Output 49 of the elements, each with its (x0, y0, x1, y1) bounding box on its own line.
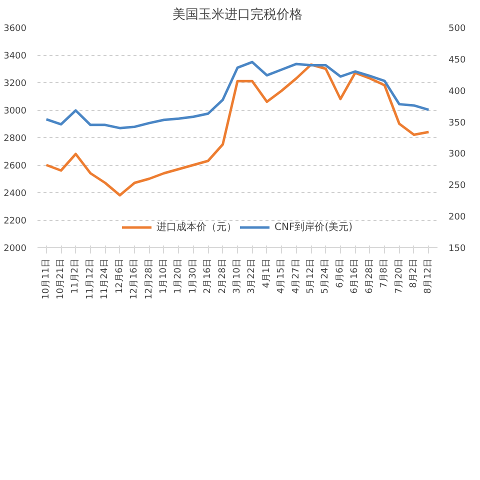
x-tick-label: 7月8日 (380, 258, 390, 288)
line-series (45, 63, 430, 196)
x-tick-label: 3月22日 (247, 258, 258, 294)
x-tick-label: 11月2日 (70, 258, 81, 294)
legend-label: 进口成本价（元） (156, 220, 236, 234)
y-tick-label: 2000 (4, 244, 27, 254)
x-tick-label: 1月30日 (188, 258, 198, 294)
y2-tick-label: 350 (448, 118, 466, 128)
x-tick-label: 11月12日 (85, 258, 96, 300)
x-tick-label: 2月28日 (218, 258, 228, 294)
x-tick-label: 4月27日 (291, 258, 302, 294)
y-tick-label: 2600 (4, 162, 27, 172)
x-tick-label: 12月28日 (144, 258, 154, 300)
x-tick-label: 3月10日 (232, 258, 242, 294)
x-tick-label: 5月12日 (306, 258, 316, 294)
y2-tick-label: 500 (448, 24, 466, 34)
x-tick-label: 5月24日 (320, 258, 331, 294)
y2-tick-label: 400 (448, 86, 466, 97)
y-tick-label: 3200 (4, 79, 27, 89)
y2-tick-label: 450 (448, 55, 466, 66)
x-tick-label: 12月6日 (114, 258, 125, 294)
x-tick-label: 6月16日 (350, 258, 360, 294)
y2-tick-label: 300 (448, 150, 466, 160)
x-tick-label: 6月6日 (335, 258, 346, 288)
x-tick-label: 2月16日 (203, 258, 214, 294)
x-tick-label: 1月10日 (158, 258, 169, 294)
x-tick-label: 8月12日 (424, 258, 434, 294)
legend-label: CNF到岸价(美元) (274, 220, 353, 234)
y2-tick-label: 250 (448, 181, 466, 192)
x-tick-label: 8月2日 (408, 258, 419, 288)
x-tick-label: 7月20日 (394, 258, 404, 294)
y-tick-label: 3000 (4, 106, 27, 116)
x-tick-label: 10月11日 (41, 258, 52, 300)
x-tick-label: 12月16日 (130, 258, 140, 300)
x-tick-label: 4月1日 (262, 258, 272, 288)
y2-tick-label: 150 (448, 244, 466, 254)
y-tick-label: 2200 (4, 216, 27, 226)
line-series (45, 60, 430, 130)
y-tick-label: 2800 (4, 134, 27, 144)
x-tick-label: 6月28日 (364, 258, 375, 294)
y-tick-label: 2400 (4, 189, 27, 199)
y-tick-label: 3400 (4, 52, 27, 62)
x-tick-label: 11月24日 (100, 258, 110, 300)
x-tick-label: 1月20日 (174, 258, 184, 294)
x-tick-label: 4月15日 (276, 258, 287, 294)
y2-tick-label: 200 (448, 212, 466, 223)
x-tick-label: 10月21日 (56, 258, 66, 300)
y-tick-label: 3600 (4, 24, 27, 34)
chart-title: 美国玉米进口完税价格 (172, 6, 302, 22)
